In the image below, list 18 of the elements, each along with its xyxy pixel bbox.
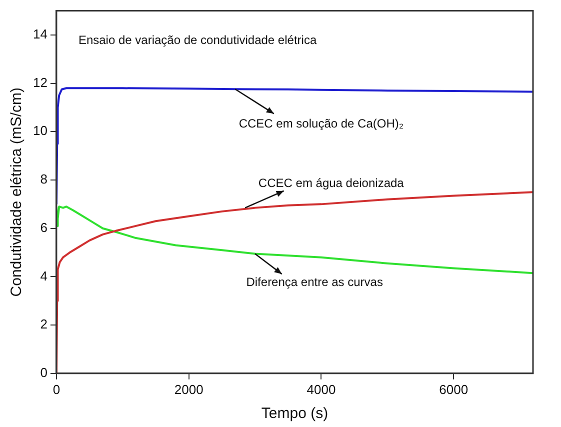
y-tick-label: 6 xyxy=(40,220,48,235)
annotation: Ensaio de variação de condutividade elétrica xyxy=(78,33,317,48)
y-tick-label: 12 xyxy=(32,74,48,90)
annotation: CCEC em água deionizada xyxy=(258,176,404,190)
x-tick-label: 2000 xyxy=(174,382,204,397)
annotation: CCEC em solução de Ca(OH)₂ xyxy=(238,116,404,130)
x-tick-label: 4000 xyxy=(306,382,336,397)
y-tick-label: 0 xyxy=(40,364,48,380)
x-tick-label: 0 xyxy=(52,382,60,397)
y-axis-title: Condutividade elétrica (mS/cm) xyxy=(8,87,26,297)
x-axis-title: Tempo (s) xyxy=(261,405,328,422)
annotation: Diferença entre as curvas xyxy=(246,275,383,290)
y-tick-label: 10 xyxy=(32,123,48,138)
y-tick-label: 4 xyxy=(40,268,48,284)
y-tick-label: 14 xyxy=(32,26,48,42)
y-tick-label: 8 xyxy=(40,172,48,187)
x-tick-label: 6000 xyxy=(439,382,468,397)
y-tick-label: 2 xyxy=(40,316,48,332)
